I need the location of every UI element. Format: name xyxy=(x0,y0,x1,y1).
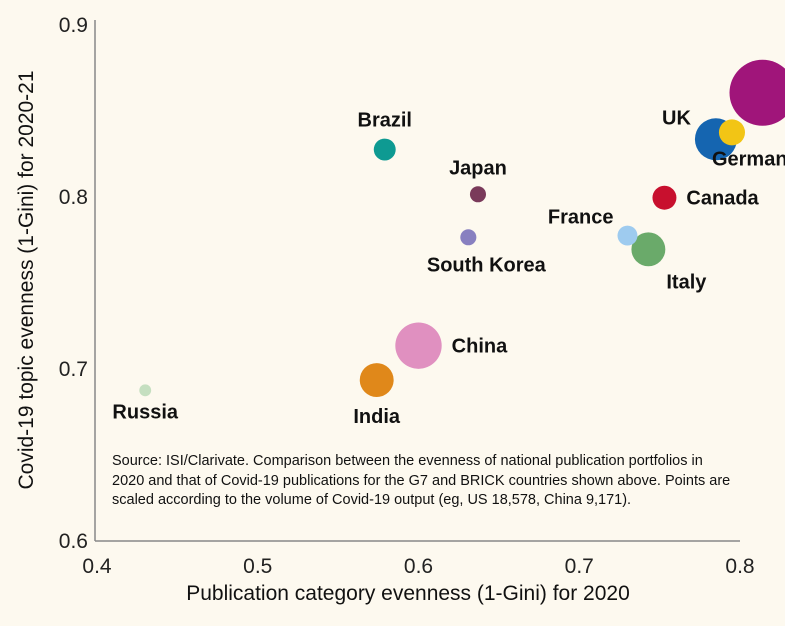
x-tick-label: 0.8 xyxy=(725,555,754,578)
point-label: France xyxy=(548,207,614,229)
point-label: UK xyxy=(662,107,691,129)
point-label: Japan xyxy=(449,157,507,179)
x-axis-label: Publication category evenness (1-Gini) f… xyxy=(186,582,630,605)
point-south-korea xyxy=(460,229,477,246)
x-tick-label: 0.6 xyxy=(404,555,433,578)
point-germany xyxy=(718,119,746,146)
x-tick-label: 0.5 xyxy=(243,555,272,578)
point-label: Brazil xyxy=(358,110,412,132)
point-italy xyxy=(631,232,666,267)
y-tick-label: 0.7 xyxy=(59,358,88,381)
point-label: South Korea xyxy=(427,254,547,276)
source-annotation: Source: ISI/Clarivate. Comparison betwee… xyxy=(112,453,731,508)
x-tick-label: 0.4 xyxy=(82,555,112,578)
point-china xyxy=(395,322,442,369)
point-label: Russia xyxy=(112,401,178,423)
point-russia xyxy=(139,384,152,397)
point-japan xyxy=(469,186,487,203)
y-tick-label: 0.6 xyxy=(59,530,88,553)
point-label: Canada xyxy=(686,188,759,210)
point-canada xyxy=(652,185,677,210)
point-label: Germany xyxy=(712,148,785,170)
point-label: Italy xyxy=(666,271,707,293)
point-label: India xyxy=(353,406,401,428)
point-us xyxy=(729,59,785,126)
point-france xyxy=(617,225,638,246)
point-india xyxy=(359,363,394,397)
point-brazil xyxy=(373,138,396,161)
y-tick-label: 0.9 xyxy=(59,14,88,37)
y-tick-label: 0.8 xyxy=(59,186,88,209)
point-label: China xyxy=(452,336,508,358)
y-axis-label: Covid-19 topic evenness (1-Gini) for 202… xyxy=(15,70,38,489)
x-tick-label: 0.7 xyxy=(565,555,594,578)
